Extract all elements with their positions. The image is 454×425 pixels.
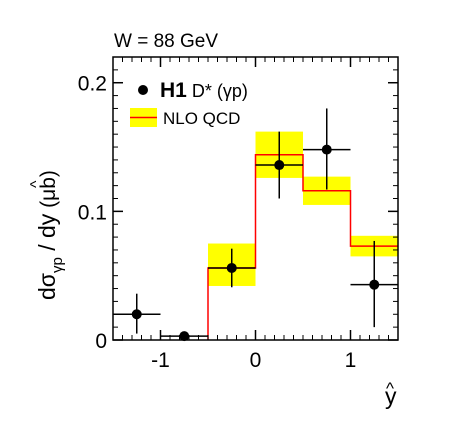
legend: H1 D* (γp) NLO QCD (130, 79, 248, 128)
data-point-1 (179, 331, 190, 342)
svg-text:dσγp / dy (μb): dσγp / dy (μb) (34, 170, 66, 300)
y-title-units: (μb) (37, 170, 60, 214)
y-title-sub: γp (49, 257, 66, 273)
x-title-var: y (385, 383, 397, 409)
legend-theory-label: NLO QCD (163, 109, 240, 128)
data-point-3 (274, 160, 285, 171)
x-tick-label-1: 0 (250, 349, 262, 372)
y-tick-label-0: 0 (95, 330, 107, 353)
legend-data-label-rest: D* (γp) (187, 81, 248, 101)
data-point-4 (321, 144, 332, 155)
y-tick-label-2: 0.2 (78, 73, 107, 96)
y-title-var: y (34, 213, 60, 225)
x-title-hat: ^ (386, 379, 394, 398)
legend-data-marker (138, 85, 148, 95)
data-points-layer (113, 108, 398, 342)
x-tick-label-2: 1 (345, 349, 357, 372)
legend-data-label-bold: H1 (160, 79, 187, 102)
y-title-hat: ^ (28, 180, 45, 188)
data-point-5 (369, 279, 380, 290)
data-point-0 (131, 309, 142, 320)
chart-annotation: W = 88 GeV (114, 31, 218, 52)
y-tick-label-1: 0.1 (78, 201, 107, 224)
data-point-2 (226, 262, 237, 273)
x-tick-label-0: -1 (151, 349, 170, 372)
legend-data-label: H1 D* (γp) (160, 79, 248, 102)
y-axis-title: dσγp / dy (μb) ^ (28, 170, 66, 300)
axis-ticks: -1 0 1 0 0.1 0.2 (78, 57, 399, 372)
y-title-prefix: dσ (34, 273, 60, 300)
y-title-mid: / d (34, 225, 60, 257)
